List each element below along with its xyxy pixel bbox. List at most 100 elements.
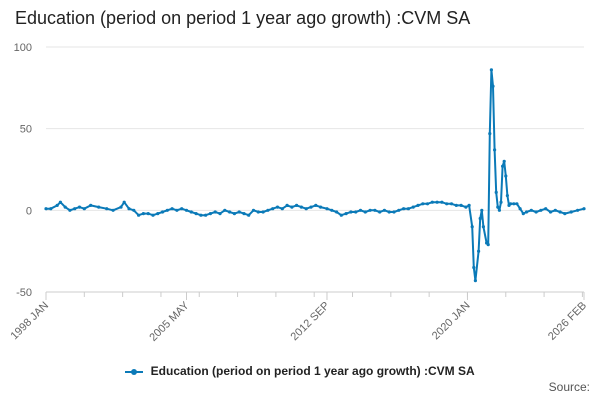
data-point	[544, 207, 548, 211]
y-tick-label: -50	[16, 287, 32, 299]
data-point	[330, 208, 334, 212]
data-point	[354, 210, 358, 214]
legend-label: Education (period on period 1 year ago g…	[150, 364, 475, 378]
y-tick-label: 0	[26, 205, 32, 217]
data-point	[387, 210, 391, 214]
data-point	[382, 208, 386, 212]
data-point	[459, 203, 463, 207]
data-point	[454, 203, 458, 207]
data-point	[271, 207, 275, 211]
data-point	[339, 213, 343, 217]
data-point	[175, 208, 179, 212]
data-point	[425, 202, 430, 206]
series-layer	[44, 68, 586, 283]
data-point	[569, 210, 573, 214]
data-point	[416, 203, 420, 207]
data-point	[473, 279, 477, 283]
data-point	[470, 225, 474, 229]
data-point	[504, 174, 508, 178]
data-point	[373, 208, 377, 212]
data-point	[184, 208, 189, 212]
data-point	[539, 208, 543, 212]
data-point	[165, 208, 169, 212]
data-point	[97, 205, 101, 209]
data-point	[256, 210, 260, 214]
data-point	[237, 210, 241, 214]
data-point	[180, 207, 184, 211]
series-line	[46, 68, 585, 282]
x-tick-label: 2012 SEP	[289, 300, 333, 344]
data-point	[141, 212, 145, 216]
data-point	[73, 207, 77, 211]
data-point	[251, 208, 256, 212]
data-point	[89, 203, 93, 207]
data-point	[213, 210, 217, 214]
data-point	[344, 212, 348, 216]
data-point	[242, 212, 246, 216]
x-tick-label: 2026 FEB	[546, 300, 589, 343]
data-point	[105, 207, 109, 211]
data-point	[290, 205, 294, 209]
data-point	[430, 200, 434, 204]
data-point	[314, 203, 318, 207]
data-point	[494, 190, 498, 194]
data-point	[488, 132, 492, 136]
data-point	[411, 205, 415, 209]
data-point	[529, 208, 533, 212]
data-point	[63, 205, 67, 209]
data-point	[497, 208, 501, 212]
data-point	[137, 213, 141, 217]
x-tick-label: 2020 JAN	[430, 300, 473, 343]
data-point	[496, 205, 500, 209]
data-point	[304, 207, 308, 211]
data-point	[295, 203, 299, 207]
data-point	[49, 207, 53, 211]
x-tick-label: 1998 JAN	[8, 300, 51, 343]
data-point	[499, 200, 503, 204]
data-point	[299, 205, 303, 209]
data-point	[481, 225, 485, 229]
data-point	[402, 207, 406, 211]
data-point	[421, 202, 425, 206]
data-point	[132, 208, 136, 212]
data-point	[563, 212, 567, 216]
data-point	[232, 212, 236, 216]
data-point	[509, 202, 513, 206]
data-point	[285, 203, 289, 207]
data-point	[501, 164, 505, 168]
data-point	[204, 213, 208, 217]
data-point	[491, 84, 495, 88]
data-point	[218, 212, 222, 216]
data-point	[392, 210, 396, 214]
data-point	[247, 213, 251, 217]
data-point	[515, 202, 519, 206]
data-point	[55, 203, 59, 207]
data-point	[358, 208, 363, 212]
data-point	[472, 265, 476, 270]
legend-swatch	[125, 366, 144, 378]
legend[interactable]: Education (period on period 1 year ago g…	[0, 364, 600, 378]
data-point	[82, 207, 86, 211]
credit[interactable]: Source:	[548, 380, 590, 394]
data-point	[505, 194, 509, 198]
data-point	[486, 243, 490, 247]
data-point	[512, 202, 516, 206]
data-point	[58, 200, 63, 204]
data-point	[440, 200, 444, 204]
data-point	[309, 205, 313, 209]
data-point	[363, 210, 367, 214]
data-point	[524, 210, 529, 214]
data-point	[208, 212, 212, 216]
data-point	[266, 208, 270, 212]
data-point	[368, 208, 372, 212]
data-point	[477, 249, 481, 253]
data-point	[493, 148, 497, 152]
data-point	[280, 207, 284, 211]
data-point	[160, 210, 165, 214]
data-point	[489, 68, 493, 72]
data-point	[518, 207, 522, 211]
data-point	[68, 208, 72, 212]
data-point	[199, 213, 203, 217]
data-point	[349, 210, 353, 214]
data-point	[582, 207, 586, 211]
